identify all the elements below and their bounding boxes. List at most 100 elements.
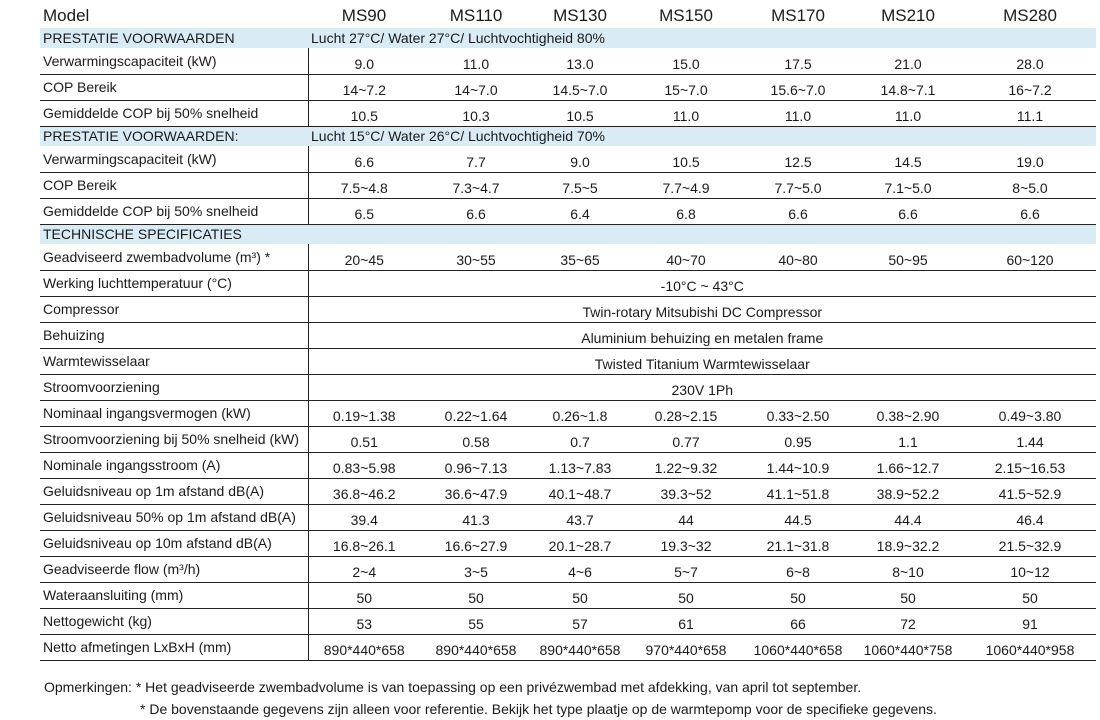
cell-value: 2.15~16.53 [964,452,1096,479]
table-row: Wateraansluiting (mm) 50 50 50 50 50 50 50 [40,582,1096,609]
cell-value: 1060*440*758 [852,634,964,661]
cell-value: 11.0 [852,100,964,127]
cell-value: 19.3~32 [628,530,744,557]
section-title: PRESTATIE VOORWAARDEN [43,30,235,46]
cell-value: 44.5 [744,504,852,531]
row-label: Geluidsniveau 50% op 1m afstand dB(A) [40,504,308,531]
cell-value: 61 [628,608,744,635]
cell-value: 14.5~7.0 [532,74,628,101]
cell-value: 40~80 [744,244,852,271]
row-span-value: 230V 1Ph [307,374,1096,401]
row-span-value: Twisted Titanium Warmtewisselaar [307,348,1096,375]
section-header: TECHNISCHE SPECIFICATIES [40,224,1096,244]
cell-value: 60~120 [964,244,1096,271]
cell-value: 20.1~28.7 [532,530,628,557]
row-label: Nominaal ingangsvermogen (kW) [40,400,308,427]
header-row: Model MS90 MS110 MS130 MS150 MS170 MS210 MS280 [40,4,1096,28]
model-name: MS110 [449,6,503,25]
cell-value: 0.33~2.50 [744,400,852,427]
cell-value: 10~12 [964,556,1096,583]
spec-table-body: Model MS90 MS110 MS130 MS150 MS170 MS210 MS280 P… [40,4,1096,661]
cell-value: 970*440*658 [628,634,744,661]
cell-value: 0.49~3.80 [964,400,1096,427]
cell-value: 14~7.2 [307,74,420,101]
cell-value: 50 [532,582,628,609]
model-name: MS280 [1003,6,1057,25]
cell-value: 0.96~7.13 [420,452,532,479]
cell-value: 890*440*658 [532,634,628,661]
cell-value: 14.5 [852,146,964,173]
cell-value: 16.6~27.9 [420,530,532,557]
table-row: Nettogewicht (kg) 53 55 57 61 66 72 91 [40,608,1096,635]
cell-value: 8~5.0 [964,172,1096,199]
table-row: Verwarmingscapaciteit (kW) 9.0 11.0 13.0 15.… [40,48,1096,75]
cell-value: 11.0 [420,48,532,75]
table-row: Compressor Twin-rotary Mitsubishi DC Comp… [40,296,1096,323]
section-title: PRESTATIE VOORWAARDEN: [43,128,239,145]
row-label: Geadviseerde flow (m³/h) [40,556,308,583]
cell-value: 16.8~26.1 [307,530,420,557]
cell-value: 8~10 [852,556,964,583]
section-condition: Lucht 15°C/ Water 26°C/ Luchtvochtigheid… [311,128,605,145]
cell-value: 21.5~32.9 [964,530,1096,557]
remarks-line-2: * De bovenstaande gegevens zijn alleen v… [44,698,937,720]
cell-value: 6.4 [532,198,628,225]
cell-value: 44 [628,504,744,531]
cell-value: 0.95 [744,426,852,453]
cell-value: 40.1~48.7 [532,478,628,505]
cell-value: 1.44 [964,426,1096,453]
model-header: Model [43,6,90,25]
remarks: Opmerkingen: * Het geadviseerde zwembadv… [44,676,937,720]
cell-value: 39.4 [307,504,420,531]
cell-value: 6.5 [307,198,420,225]
cell-value: 11.0 [628,100,744,127]
cell-value: 0.19~1.38 [307,400,420,427]
cell-value: 6~8 [744,556,852,583]
cell-value: 35~65 [532,244,628,271]
cell-value: 13.0 [532,48,628,75]
row-label: Warmtewisselaar [40,348,308,375]
cell-value: 0.22~1.64 [420,400,532,427]
cell-value: 9.0 [532,146,628,173]
cell-value: 39.3~52 [628,478,744,505]
remarks-line-1: Opmerkingen: * Het geadviseerde zwembadv… [44,676,937,698]
spec-table: Model MS90 MS110 MS130 MS150 MS170 MS210 MS280 P… [40,4,1096,661]
model-name: MS150 [659,6,713,25]
row-span-value: -10°C ~ 43°C [307,270,1096,297]
cell-value: 53 [307,608,420,635]
cell-value: 0.51 [307,426,420,453]
cell-value: 30~55 [420,244,532,271]
cell-value: 46.4 [964,504,1096,531]
cell-value: 0.26~1.8 [532,400,628,427]
table-row: Geluidsniveau op 10m afstand dB(A) 16.8~2… [40,530,1096,557]
section-condition: Lucht 27°C/ Water 27°C/ Luchtvochtigheid… [311,30,605,46]
cell-value: 6.6 [852,198,964,225]
row-label: Gemiddelde COP bij 50% snelheid [40,100,308,127]
row-label: Compressor [40,296,308,323]
table-row: COP Bereik 7.5~4.8 7.3~4.7 7.5~5 7.7~4.9 7.7~… [40,172,1096,199]
cell-value: 6.8 [628,198,744,225]
cell-value: 14~7.0 [420,74,532,101]
row-label: Geluidsniveau op 1m afstand dB(A) [40,478,308,505]
cell-value: 4~6 [532,556,628,583]
cell-value: 55 [420,608,532,635]
model-name: MS130 [553,6,607,25]
table-row: Verwarmingscapaciteit (kW) 6.6 7.7 9.0 10.5 1… [40,146,1096,173]
cell-value: 72 [852,608,964,635]
section-header: PRESTATIE VOORWAARDEN: Lucht 15°C/ Water … [40,126,1096,146]
cell-value: 0.58 [420,426,532,453]
row-label: Werking luchttemperatuur (°C) [40,270,308,297]
cell-value: 6.6 [964,198,1096,225]
cell-value: 50 [852,582,964,609]
cell-value: 15.6~7.0 [744,74,852,101]
cell-value: 14.8~7.1 [852,74,964,101]
cell-value: 20~45 [307,244,420,271]
cell-value: 0.77 [628,426,744,453]
table-row: Stroomvoorziening 230V 1Ph [40,374,1096,401]
cell-value: 10.5 [307,100,420,127]
row-label: Verwarmingscapaciteit (kW) [40,48,308,75]
cell-value: 50~95 [852,244,964,271]
cell-value: 21.0 [852,48,964,75]
table-row: Warmtewisselaar Twisted Titanium Warmtewi… [40,348,1096,375]
table-row: Geadviseerd zwembadvolume (m³) * 20~45 30~… [40,244,1096,271]
